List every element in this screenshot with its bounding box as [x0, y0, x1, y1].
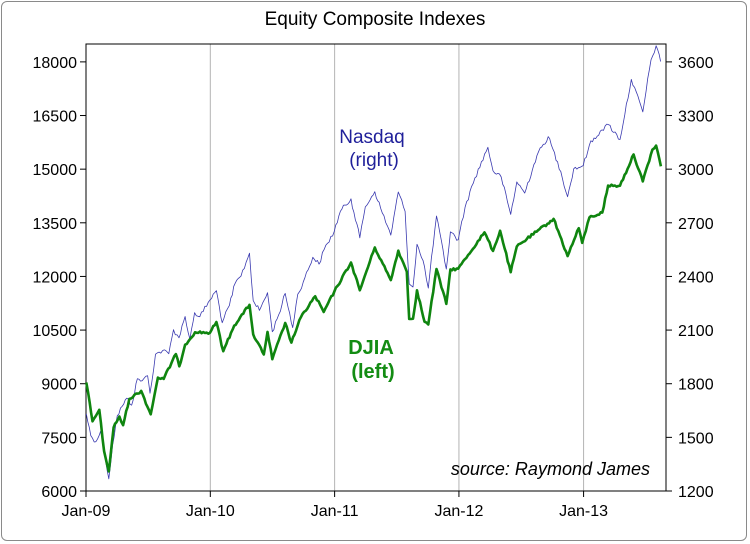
djia-label-axis: (left) [351, 361, 394, 383]
y-left-tick-label: 6000 [41, 484, 77, 501]
y-right-tick-label: 3300 [678, 109, 714, 126]
x-tick-label: Jan-09 [62, 503, 111, 520]
y-right-tick-label: 2100 [678, 323, 714, 340]
y-left-tick-label: 9000 [41, 377, 77, 394]
y-left-tick-label: 15000 [33, 162, 78, 179]
y-right-tick-label: 3600 [678, 55, 714, 72]
y-right-tick-label: 2400 [678, 269, 714, 286]
vertical-gridlines [209, 44, 585, 491]
nasdaq-series-line [85, 45, 661, 480]
x-tick-label: Jan-11 [311, 503, 359, 520]
y-right-tick-label: 1800 [678, 377, 714, 394]
y-right-tick-label: 3000 [678, 162, 714, 179]
y-left-tick-label: 13500 [33, 216, 78, 233]
x-tick-label: Jan-12 [434, 503, 483, 520]
x-axis-ticks: Jan-09 Jan-10 Jan-11 Jan-12 Jan-13 [62, 491, 608, 520]
x-tick-label: Jan-10 [186, 503, 235, 520]
nasdaq-label-axis: (right) [349, 150, 399, 171]
plot-axes [85, 43, 667, 492]
y-right-tick-label: 1500 [678, 430, 714, 447]
left-y-axis-ticks: 6000 7500 9000 10500 12000 13500 15000 16500 180… [33, 55, 86, 501]
nasdaq-label: Nasdaq [339, 127, 405, 148]
y-left-tick-label: 18000 [33, 55, 78, 72]
right-y-axis-ticks: 1200 1500 1800 2100 2400 2700 3000 3300 3600 [666, 55, 714, 501]
y-left-tick-label: 10500 [33, 323, 78, 340]
djia-label: DJIA [348, 337, 394, 359]
chart-title: Equity Composite Indexes [265, 9, 486, 30]
plot-area-border [85, 43, 667, 492]
y-left-tick-label: 7500 [41, 430, 77, 447]
series-lines [85, 45, 663, 480]
y-left-tick-label: 16500 [33, 109, 78, 126]
source-note: source: Raymond James [451, 459, 650, 479]
x-tick-label: Jan-13 [559, 503, 608, 520]
y-right-tick-label: 1200 [678, 484, 714, 501]
y-right-tick-label: 2700 [678, 216, 714, 233]
djia-series-line [85, 144, 663, 473]
y-left-tick-label: 12000 [33, 269, 78, 286]
